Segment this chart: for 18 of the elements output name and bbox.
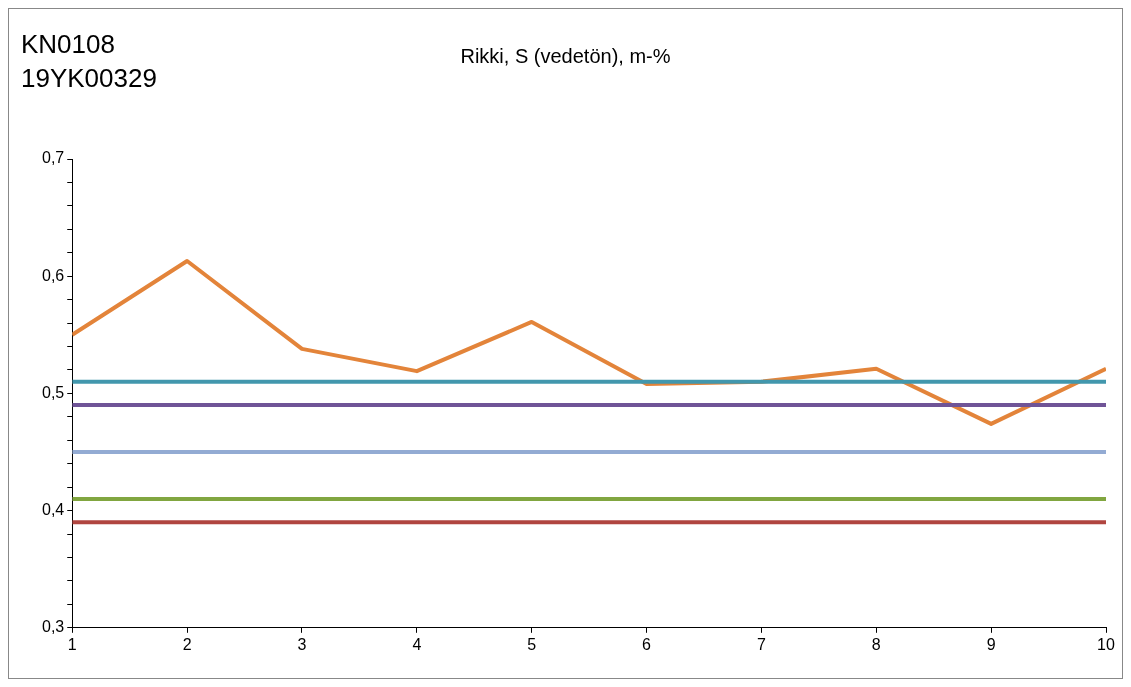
x-tick-label: 7: [756, 635, 766, 653]
x-tick-label: 6: [642, 635, 652, 653]
x-tick-label: 5: [527, 635, 537, 653]
y-tick-label: 0,3: [41, 618, 65, 636]
x-tick-label: 3: [297, 635, 307, 653]
x-tick-label: 8: [871, 635, 881, 653]
y-tick-label: 0,6: [41, 266, 65, 284]
y-tick-label: 0,5: [41, 383, 65, 401]
y-tick-label: 0,7: [41, 149, 65, 167]
text: KN0108: [21, 28, 116, 61]
y-tick-label: 0,4: [41, 501, 65, 519]
x-tick-label: 1: [67, 635, 77, 653]
chart-title: Rikki, S (vedetön), m-%: [460, 45, 671, 67]
text: 19YK00329: [21, 62, 157, 95]
x-tick-label: 4: [412, 635, 422, 653]
x-tick-label: 9: [986, 635, 996, 653]
x-tick-label: 10: [1097, 635, 1115, 653]
x-tick-label: 2: [182, 635, 192, 653]
